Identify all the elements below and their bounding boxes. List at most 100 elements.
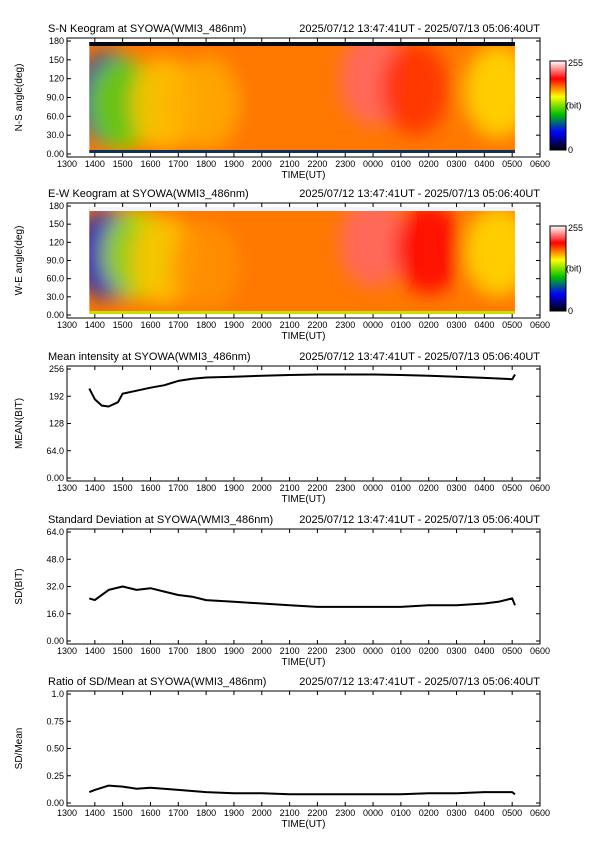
keogram-edge-band [89,207,515,211]
x-tick-label: 0400 [474,320,494,330]
x-tick-label: 0300 [447,646,467,656]
x-tick-label: 0600 [530,646,550,656]
x-axis-label: TIME(UT) [282,170,326,181]
x-tick-label: 1400 [85,808,105,818]
y-tick-label: 48.0 [46,554,64,564]
x-tick-label: 1800 [196,483,216,493]
panel-title: Standard Deviation at SYOWA(WMI3_486nm) [48,514,273,526]
keogram-intensity-region [464,44,515,138]
y-tick-label: 120 [49,237,64,247]
x-tick-label: 1300 [57,320,77,330]
x-tick-label: 2300 [335,320,355,330]
x-tick-label: 2300 [335,483,355,493]
panel-title: S-N Keogram at SYOWA(WMI3_486nm) [48,23,246,35]
y-tick-label: 0.25 [46,771,64,781]
x-tick-label: 0200 [419,808,439,818]
x-tick-label: 1400 [85,483,105,493]
y-tick-label: 32.0 [46,582,64,592]
x-tick-label: 1400 [85,159,105,169]
x-tick-label: 0100 [391,320,411,330]
x-tick-label: 1700 [168,483,188,493]
x-tick-label: 0400 [474,646,494,656]
colorbar-unit-label: (bit) [566,101,582,111]
x-tick-label: 1600 [140,483,160,493]
x-tick-label: 0600 [530,483,550,493]
y-tick-label: 1.0 [51,689,64,699]
x-tick-label: 0400 [474,159,494,169]
x-tick-label: 0100 [391,646,411,656]
x-tick-label: 1600 [140,320,160,330]
colorbar-min-label: 0 [568,306,573,316]
panel-period: 2025/07/12 13:47:41UT - 2025/07/13 05:06… [299,23,540,35]
x-tick-label: 1500 [113,646,133,656]
series-line [88,373,516,408]
x-tick-label: 0500 [502,646,522,656]
x-tick-label: 1900 [224,808,244,818]
x-tick-label: 1400 [85,320,105,330]
panel-title: Mean intensity at SYOWA(WMI3_486nm) [48,351,251,363]
x-tick-label: 0400 [474,808,494,818]
x-tick-label: 2200 [307,646,327,656]
x-tick-label: 0600 [530,320,550,330]
y-tick-label: 120 [49,74,64,84]
x-tick-label: 0600 [530,808,550,818]
x-tick-label: 1300 [57,159,77,169]
keogram-intensity-region [394,207,463,294]
panel-period: 2025/07/12 13:47:41UT - 2025/07/13 05:06… [299,514,540,526]
y-tick-label: 30.0 [46,130,64,140]
x-tick-label: 2000 [252,646,272,656]
x-tick-label: 0100 [391,808,411,818]
x-tick-label: 0000 [363,808,383,818]
x-axis-label: TIME(UT) [282,331,326,342]
keogram-edge-band [89,311,515,314]
x-tick-label: 0300 [447,159,467,169]
x-tick-label: 2000 [252,808,272,818]
series-line [89,585,516,608]
x-tick-label: 1400 [85,646,105,656]
y-tick-label: 30.0 [46,292,64,302]
y-axis-label: N-S angle(deg) [14,64,25,132]
x-tick-label: 1900 [224,320,244,330]
x-tick-label: 2200 [307,320,327,330]
x-tick-label: 1800 [196,808,216,818]
y-axis-label: MEAN(BIT) [14,398,25,449]
y-tick-label: 180 [49,201,64,211]
x-tick-label: 0500 [502,320,522,330]
colorbar-min-label: 0 [568,145,573,155]
y-tick-label: 16.0 [46,609,64,619]
x-tick-label: 2100 [280,483,300,493]
x-tick-label: 2200 [307,483,327,493]
series-line [88,784,516,796]
x-tick-label: 0300 [447,808,467,818]
x-axis-label: TIME(UT) [282,494,326,505]
panel-title: Ratio of SD/Mean at SYOWA(WMI3_486nm) [48,676,266,688]
y-tick-label: 90.0 [46,93,64,103]
x-tick-label: 1600 [140,646,160,656]
x-tick-label: 1500 [113,483,133,493]
keogram-intensity-region [339,207,408,288]
x-tick-label: 0000 [363,320,383,330]
keogram-intensity-region [172,221,241,312]
x-tick-label: 0600 [530,159,550,169]
y-tick-label: 256 [49,364,64,374]
keogram-edge-band [89,150,515,153]
y-tick-label: 0.50 [46,744,64,754]
x-tick-label: 1600 [140,808,160,818]
x-tick-label: 2000 [252,320,272,330]
x-tick-label: 1700 [168,159,188,169]
plot-frame [66,528,541,645]
y-axis-label: W-E angle(deg) [14,226,25,296]
keogram-intensity-region [464,207,515,297]
x-tick-label: 2000 [252,483,272,493]
x-tick-label: 2100 [280,808,300,818]
y-tick-label: 0.75 [46,716,64,726]
x-tick-label: 1900 [224,159,244,169]
x-axis-label: TIME(UT) [282,819,326,830]
x-tick-label: 1700 [168,320,188,330]
y-tick-label: 0.00 [46,473,64,483]
x-tick-label: 2000 [252,159,272,169]
keogram-edge-band [89,42,515,46]
y-tick-label: 150 [49,55,64,65]
x-tick-label: 2200 [307,808,327,818]
panel-period: 2025/07/12 13:47:41UT - 2025/07/13 05:06… [299,676,540,688]
